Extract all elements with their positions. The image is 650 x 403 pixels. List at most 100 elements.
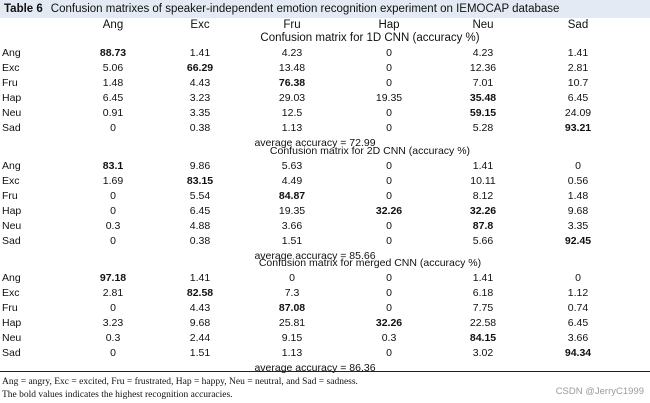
cell-exc-neu: 12.36 xyxy=(469,62,497,74)
cell-exc-exc: 82.58 xyxy=(186,287,214,299)
cell-ang-ang: 97.18 xyxy=(99,272,127,284)
block-title-2: Confusion matrix for 2D CNN (accuracy %) xyxy=(269,145,471,157)
cell-neu-fru: 12.5 xyxy=(281,107,303,119)
cell-neu-fru: 3.66 xyxy=(281,220,303,232)
col-header-exc: Exc xyxy=(190,19,210,31)
row-label-fru: Fru xyxy=(2,77,18,89)
cell-sad-exc: 0.38 xyxy=(189,122,211,134)
average-accuracy-1: average accuracy = 72.99 xyxy=(254,137,376,149)
cell-fru-fru: 76.38 xyxy=(278,77,306,89)
cell-ang-sad: 0 xyxy=(575,160,581,172)
cell-fru-fru: 84.87 xyxy=(278,190,306,202)
cell-sad-ang: 0 xyxy=(110,122,116,134)
cell-fru-hap: 0 xyxy=(386,302,392,314)
cell-fru-ang: 1.48 xyxy=(102,77,124,89)
cell-hap-ang: 0 xyxy=(110,205,116,217)
cell-hap-neu: 32.26 xyxy=(469,205,497,217)
row-label-sad: Sad xyxy=(2,122,21,134)
cell-ang-hap: 0 xyxy=(386,47,392,59)
cell-neu-hap: 0.3 xyxy=(381,332,397,344)
row-label-sad: Sad xyxy=(2,235,21,247)
cell-exc-ang: 2.81 xyxy=(102,287,124,299)
cell-sad-sad: 93.21 xyxy=(564,122,592,134)
cell-exc-hap: 0 xyxy=(386,62,392,74)
cell-ang-neu: 1.41 xyxy=(472,160,494,172)
col-header-hap: Hap xyxy=(378,19,400,31)
cell-fru-hap: 0 xyxy=(386,190,392,202)
cell-hap-exc: 9.68 xyxy=(189,317,211,329)
cell-ang-ang: 88.73 xyxy=(99,47,127,59)
cell-hap-sad: 6.45 xyxy=(567,317,589,329)
cell-ang-fru: 0 xyxy=(289,272,295,284)
cell-neu-sad: 3.66 xyxy=(567,332,589,344)
row-label-fru: Fru xyxy=(2,302,18,314)
cell-exc-neu: 10.11 xyxy=(470,175,496,187)
footnote-abbreviations: Ang = angry, Exc = excited, Fru = frustr… xyxy=(2,377,358,387)
average-accuracy-2: average accuracy = 85.66 xyxy=(254,250,376,262)
cell-exc-sad: 1.12 xyxy=(567,287,589,299)
watermark: CSDN @JerryC1999 xyxy=(555,386,644,397)
cell-fru-sad: 0.74 xyxy=(567,302,589,314)
cell-exc-ang: 1.69 xyxy=(102,175,124,187)
row-label-ang: Ang xyxy=(2,47,21,59)
row-label-sad: Sad xyxy=(2,347,21,359)
cell-exc-fru: 4.49 xyxy=(281,175,303,187)
cell-exc-hap: 0 xyxy=(386,175,392,187)
cell-neu-exc: 4.88 xyxy=(189,220,211,232)
cell-exc-sad: 0.56 xyxy=(567,175,589,187)
cell-exc-neu: 6.18 xyxy=(472,287,494,299)
cell-ang-neu: 1.41 xyxy=(472,272,494,284)
cell-sad-neu: 3.02 xyxy=(472,347,494,359)
col-header-sad: Sad xyxy=(567,19,589,31)
cell-neu-neu: 87.8 xyxy=(472,220,494,232)
cell-hap-neu: 22.58 xyxy=(469,317,497,329)
cell-ang-exc: 9.86 xyxy=(189,160,211,172)
cell-neu-ang: 0.3 xyxy=(105,332,121,344)
row-label-fru: Fru xyxy=(2,190,18,202)
caption-label: Table 6 xyxy=(4,3,43,15)
cell-sad-exc: 0.38 xyxy=(189,235,211,247)
cell-fru-hap: 0 xyxy=(386,77,392,89)
table-bottom-rule xyxy=(0,371,650,372)
cell-neu-fru: 9.15 xyxy=(281,332,303,344)
cell-fru-ang: 0 xyxy=(110,190,116,202)
table-caption: Table 6 Confusion matrixes of speaker-ind… xyxy=(0,0,650,18)
cell-hap-hap: 32.26 xyxy=(375,205,403,217)
cell-sad-hap: 0 xyxy=(386,235,392,247)
row-label-hap: Hap xyxy=(2,317,22,329)
cell-hap-exc: 3.23 xyxy=(189,92,211,104)
block-title-3: Confusion matrix for merged CNN (accurac… xyxy=(258,257,482,269)
cell-fru-exc: 4.43 xyxy=(189,77,211,89)
cell-neu-exc: 2.44 xyxy=(189,332,211,344)
cell-exc-exc: 83.15 xyxy=(186,175,214,187)
cell-exc-ang: 5.06 xyxy=(102,62,124,74)
cell-exc-hap: 0 xyxy=(386,287,392,299)
row-label-exc: Exc xyxy=(2,62,20,74)
cell-hap-hap: 32.26 xyxy=(375,317,403,329)
row-label-ang: Ang xyxy=(2,160,21,172)
row-label-neu: Neu xyxy=(2,332,22,344)
cell-neu-hap: 0 xyxy=(386,220,392,232)
cell-sad-exc: 1.51 xyxy=(189,347,211,359)
row-label-hap: Hap xyxy=(2,205,22,217)
cell-neu-hap: 0 xyxy=(386,107,392,119)
cell-fru-neu: 7.75 xyxy=(472,302,494,314)
cell-hap-neu: 35.48 xyxy=(469,92,497,104)
cell-fru-exc: 4.43 xyxy=(189,302,211,314)
cell-neu-sad: 24.09 xyxy=(564,107,592,119)
cell-hap-fru: 19.35 xyxy=(278,205,306,217)
col-header-fru: Fru xyxy=(283,19,301,31)
cell-fru-fru: 87.08 xyxy=(278,302,306,314)
row-label-exc: Exc xyxy=(2,287,20,299)
cell-sad-sad: 94.34 xyxy=(564,347,592,359)
cell-neu-neu: 59.15 xyxy=(469,107,497,119)
row-label-neu: Neu xyxy=(2,107,22,119)
cell-exc-fru: 13.48 xyxy=(278,62,306,74)
cell-ang-exc: 1.41 xyxy=(189,47,211,59)
cell-neu-ang: 0.3 xyxy=(105,220,121,232)
cell-sad-hap: 0 xyxy=(386,347,392,359)
cell-fru-neu: 7.01 xyxy=(472,77,494,89)
cell-sad-ang: 0 xyxy=(110,235,116,247)
row-label-ang: Ang xyxy=(2,272,21,284)
cell-hap-sad: 9.68 xyxy=(567,205,589,217)
